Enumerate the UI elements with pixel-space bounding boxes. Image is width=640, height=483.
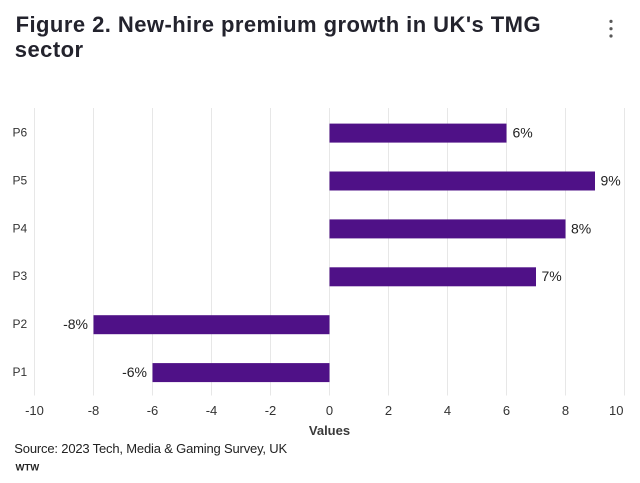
- svg-text:P6: P6: [13, 126, 28, 140]
- svg-text:-4: -4: [206, 403, 218, 418]
- svg-text:-10: -10: [25, 403, 44, 418]
- svg-text:-2: -2: [265, 403, 277, 418]
- svg-text:P5: P5: [13, 173, 28, 187]
- svg-text:7%: 7%: [542, 268, 562, 284]
- svg-text:P1: P1: [13, 365, 28, 379]
- svg-text:-8%: -8%: [63, 316, 88, 332]
- svg-text:Values: Values: [309, 423, 350, 438]
- svg-text:P3: P3: [13, 269, 28, 283]
- svg-text:P2: P2: [13, 317, 28, 331]
- svg-text:9%: 9%: [601, 172, 621, 188]
- svg-text:10: 10: [609, 403, 623, 418]
- svg-text:-6%: -6%: [122, 364, 147, 380]
- svg-text:6%: 6%: [513, 125, 533, 141]
- svg-text:4: 4: [444, 403, 451, 418]
- svg-text:sector: sector: [15, 37, 84, 62]
- svg-text:WTW: WTW: [16, 463, 40, 474]
- svg-text:2: 2: [385, 403, 392, 418]
- svg-text:Figure 2. New-hire premium gro: Figure 2. New-hire premium growth in UK'…: [16, 12, 541, 37]
- svg-text:Source: 2023 Tech, Media & Gam: Source: 2023 Tech, Media & Gaming Survey…: [14, 441, 287, 456]
- svg-text:-8: -8: [88, 403, 100, 418]
- svg-text:8: 8: [562, 403, 569, 418]
- svg-text:8%: 8%: [571, 220, 591, 236]
- svg-text:-6: -6: [147, 403, 159, 418]
- svg-text:0: 0: [326, 403, 333, 418]
- svg-text:6: 6: [503, 403, 510, 418]
- svg-text:P4: P4: [13, 221, 28, 235]
